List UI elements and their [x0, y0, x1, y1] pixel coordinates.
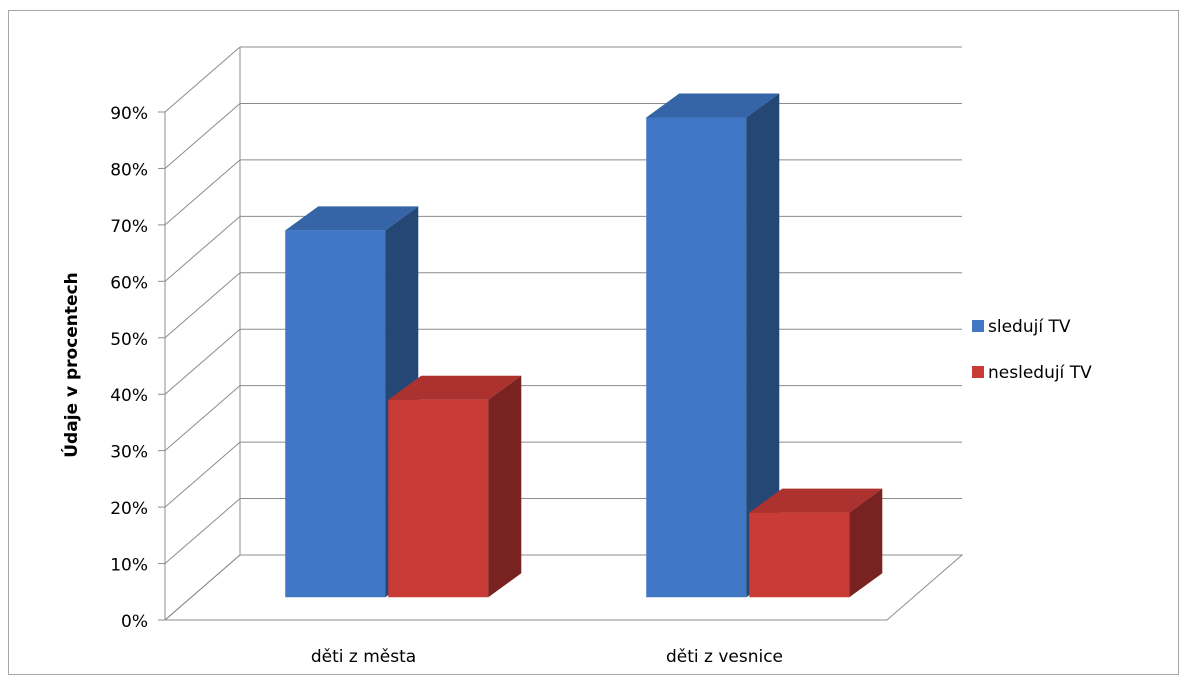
grid-side: [164, 215, 241, 282]
bar-top-shade: [749, 488, 883, 513]
grid-side: [164, 385, 241, 452]
y-tick-label: 40%: [110, 386, 148, 406]
y-axis-title: Údaje v procentech: [60, 272, 82, 458]
grid-side: [164, 441, 241, 508]
y-tick-label: 10%: [110, 556, 148, 576]
bar-side: [488, 375, 522, 598]
bar-top: [749, 488, 883, 513]
bar-top: [646, 93, 780, 118]
grid-side: [164, 272, 241, 339]
y-tick-label: 60%: [110, 273, 148, 293]
y-tick-label: 20%: [110, 499, 148, 519]
legend-label: nesledují TV: [988, 363, 1092, 383]
grid-side: [164, 103, 241, 169]
bar-side: [849, 488, 883, 598]
bar-front: [646, 117, 747, 598]
y-tick-label: 50%: [110, 330, 148, 350]
chart-border: [8, 10, 1179, 675]
y-tick-label: 30%: [110, 443, 148, 463]
bar-side-shade: [849, 488, 883, 598]
bar-top: [285, 206, 419, 231]
bar-front: [749, 512, 850, 598]
y-tick-label: 0%: [121, 612, 148, 632]
bar-top: [388, 375, 522, 400]
y-tick-label: 80%: [110, 160, 148, 180]
grid-side: [164, 328, 241, 395]
grid-side: [164, 46, 241, 113]
bar-top-shade: [646, 93, 780, 118]
bar-front: [388, 399, 489, 598]
legend-swatch: [972, 320, 984, 332]
grid-side: [164, 159, 241, 226]
x-tick-label: děti z města: [311, 647, 416, 667]
legend-label: sledují TV: [988, 317, 1071, 337]
bar-side-shade: [746, 93, 780, 598]
bar-top-shade: [285, 206, 419, 231]
bar-side-shade: [488, 375, 522, 598]
bar-side: [746, 93, 780, 598]
y-tick-label: 70%: [110, 217, 148, 237]
legend-swatch: [972, 366, 984, 378]
bar-top-shade: [388, 375, 522, 400]
grid-side: [164, 498, 241, 564]
bar-front: [285, 230, 386, 598]
x-tick-label: děti z vesnice: [666, 647, 783, 667]
y-tick-label: 90%: [110, 104, 148, 124]
grid-side: [164, 554, 241, 621]
